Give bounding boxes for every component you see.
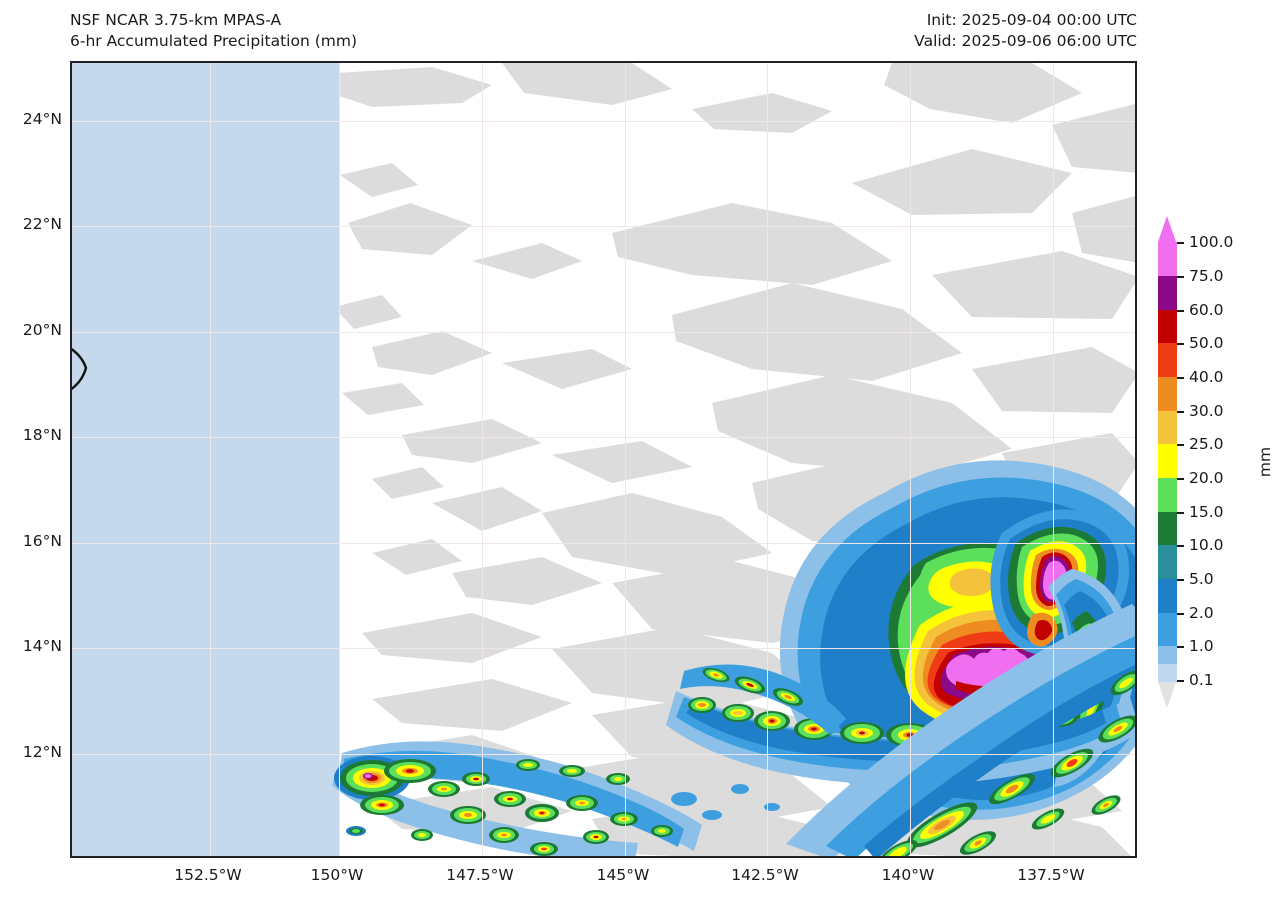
map-gridlines (72, 63, 1135, 856)
colorbar-tick-20 (1177, 478, 1184, 480)
colorbar-segment-60 (1158, 310, 1177, 343)
colorbar-tick-1 (1177, 646, 1184, 648)
colorbar-label-15: 15.0 (1189, 503, 1224, 521)
colorbar-segment-30 (1158, 411, 1177, 444)
colorbar-tick-60 (1177, 310, 1184, 312)
map-canvas (72, 63, 1135, 856)
gridline-lon-137-5 (1053, 63, 1054, 856)
itcz-convective-cluster (332, 741, 780, 856)
colorbar-tick-30 (1177, 411, 1184, 413)
gridline-lat-18 (72, 437, 1135, 438)
gridline-lat-24 (72, 121, 1135, 122)
colorbar-label-40: 40.0 (1189, 368, 1224, 386)
x-tick-147-5: 147.5°W (446, 866, 514, 884)
colorbar-unit-label: mm (1256, 446, 1275, 478)
colorbar-tick-2 (1177, 613, 1184, 615)
gridline-lon-142-5 (767, 63, 768, 856)
y-tick-16: 16°N (22, 532, 62, 550)
y-tick-22: 22°N (22, 215, 62, 233)
colorbar-segment-5 (1158, 579, 1177, 613)
colorbar-segment-75 (1158, 276, 1177, 310)
init-time: Init: 2025-09-04 00:00 UTC (926, 11, 1137, 29)
colorbar-tick-10 (1177, 545, 1184, 547)
colorbar-label-100: 100.0 (1189, 233, 1234, 251)
forecast-times: Init: 2025-09-04 00:00 UTC Valid: 2025-0… (914, 10, 1137, 52)
colorbar-tick-5 (1177, 579, 1184, 581)
gridline-lon-150 (339, 63, 340, 856)
figure-header: NSF NCAR 3.75-km MPAS-A 6-hr Accumulated… (0, 0, 1280, 60)
y-tick-18: 18°N (22, 426, 62, 444)
colorbar-label-0-1: 0.1 (1189, 671, 1214, 689)
colorbar-tick-15 (1177, 512, 1184, 514)
colorbar-label-25: 25.0 (1189, 435, 1224, 453)
colorbar-label-1: 1.0 (1189, 637, 1214, 655)
colorbar-tick-25 (1177, 444, 1184, 446)
colorbar-segment-0-5 (1158, 664, 1177, 682)
gridline-lat-14 (72, 648, 1135, 649)
x-tick-142-5: 142.5°W (731, 866, 799, 884)
field-name: 6-hr Accumulated Precipitation (mm) (70, 32, 357, 50)
colorbar-tick-50 (1177, 343, 1184, 345)
colorbar-label-2: 2.0 (1189, 604, 1214, 622)
colorbar-segment-25 (1158, 444, 1177, 478)
gridline-lon-147-5 (482, 63, 483, 856)
x-tick-145: 145°W (596, 866, 650, 884)
map-plot-area (70, 61, 1137, 858)
gridline-lon-140 (910, 63, 911, 856)
colorbar-segment-20 (1158, 478, 1177, 512)
coastline-outline (72, 344, 92, 398)
gridline-lat-22 (72, 226, 1135, 227)
gridline-lat-12 (72, 754, 1135, 755)
colorbar-segment-10 (1158, 545, 1177, 579)
y-tick-24: 24°N (22, 110, 62, 128)
gridline-lat-20 (72, 332, 1135, 333)
colorbar-tick-100 (1177, 242, 1184, 244)
model-name: NSF NCAR 3.75-km MPAS-A (70, 11, 282, 29)
precipitation-field (72, 63, 1135, 856)
colorbar-tick-75 (1177, 276, 1184, 278)
colorbar-segment-100 (1158, 242, 1177, 276)
ocean-shading-region (72, 63, 339, 856)
x-tick-150: 150°W (310, 866, 364, 884)
colorbar-under-arrow (1158, 682, 1176, 708)
colorbar-label-30: 30.0 (1189, 402, 1224, 420)
colorbar-label-60: 60.0 (1189, 301, 1224, 319)
colorbar-tick-40 (1177, 377, 1184, 379)
y-tick-20: 20°N (22, 321, 62, 339)
colorbar-label-10: 10.0 (1189, 536, 1224, 554)
x-tick-140: 140°W (881, 866, 935, 884)
colorbar-segment-2 (1158, 613, 1177, 646)
y-tick-12: 12°N (22, 743, 62, 761)
gridline-lat-16 (72, 543, 1135, 544)
valid-time: Valid: 2025-09-06 06:00 UTC (914, 32, 1137, 50)
colorbar-segment-40 (1158, 377, 1177, 411)
model-title: NSF NCAR 3.75-km MPAS-A 6-hr Accumulated… (70, 10, 357, 52)
x-tick-137-5: 137.5°W (1017, 866, 1085, 884)
gridline-lon-145 (625, 63, 626, 856)
colorbar-over-arrow (1158, 216, 1176, 242)
colorbar-label-75: 75.0 (1189, 267, 1224, 285)
colorbar-gradient (1158, 242, 1177, 682)
x-tick-152-5: 152.5°W (174, 866, 242, 884)
colorbar-label-20: 20.0 (1189, 469, 1224, 487)
y-tick-14: 14°N (22, 637, 62, 655)
southeast-rainband (786, 604, 1135, 856)
colorbar-tick-0-1 (1177, 680, 1184, 682)
colorbar-label-50: 50.0 (1189, 334, 1224, 352)
colorbar-segment-15 (1158, 512, 1177, 545)
colorbar-segment-1 (1158, 646, 1177, 664)
colorbar: 100.0 75.0 60.0 50.0 40.0 30.0 25.0 20.0… (1158, 216, 1280, 708)
gridline-lon-152-5 (210, 63, 211, 856)
colorbar-segment-50 (1158, 343, 1177, 377)
colorbar-label-5: 5.0 (1189, 570, 1214, 588)
